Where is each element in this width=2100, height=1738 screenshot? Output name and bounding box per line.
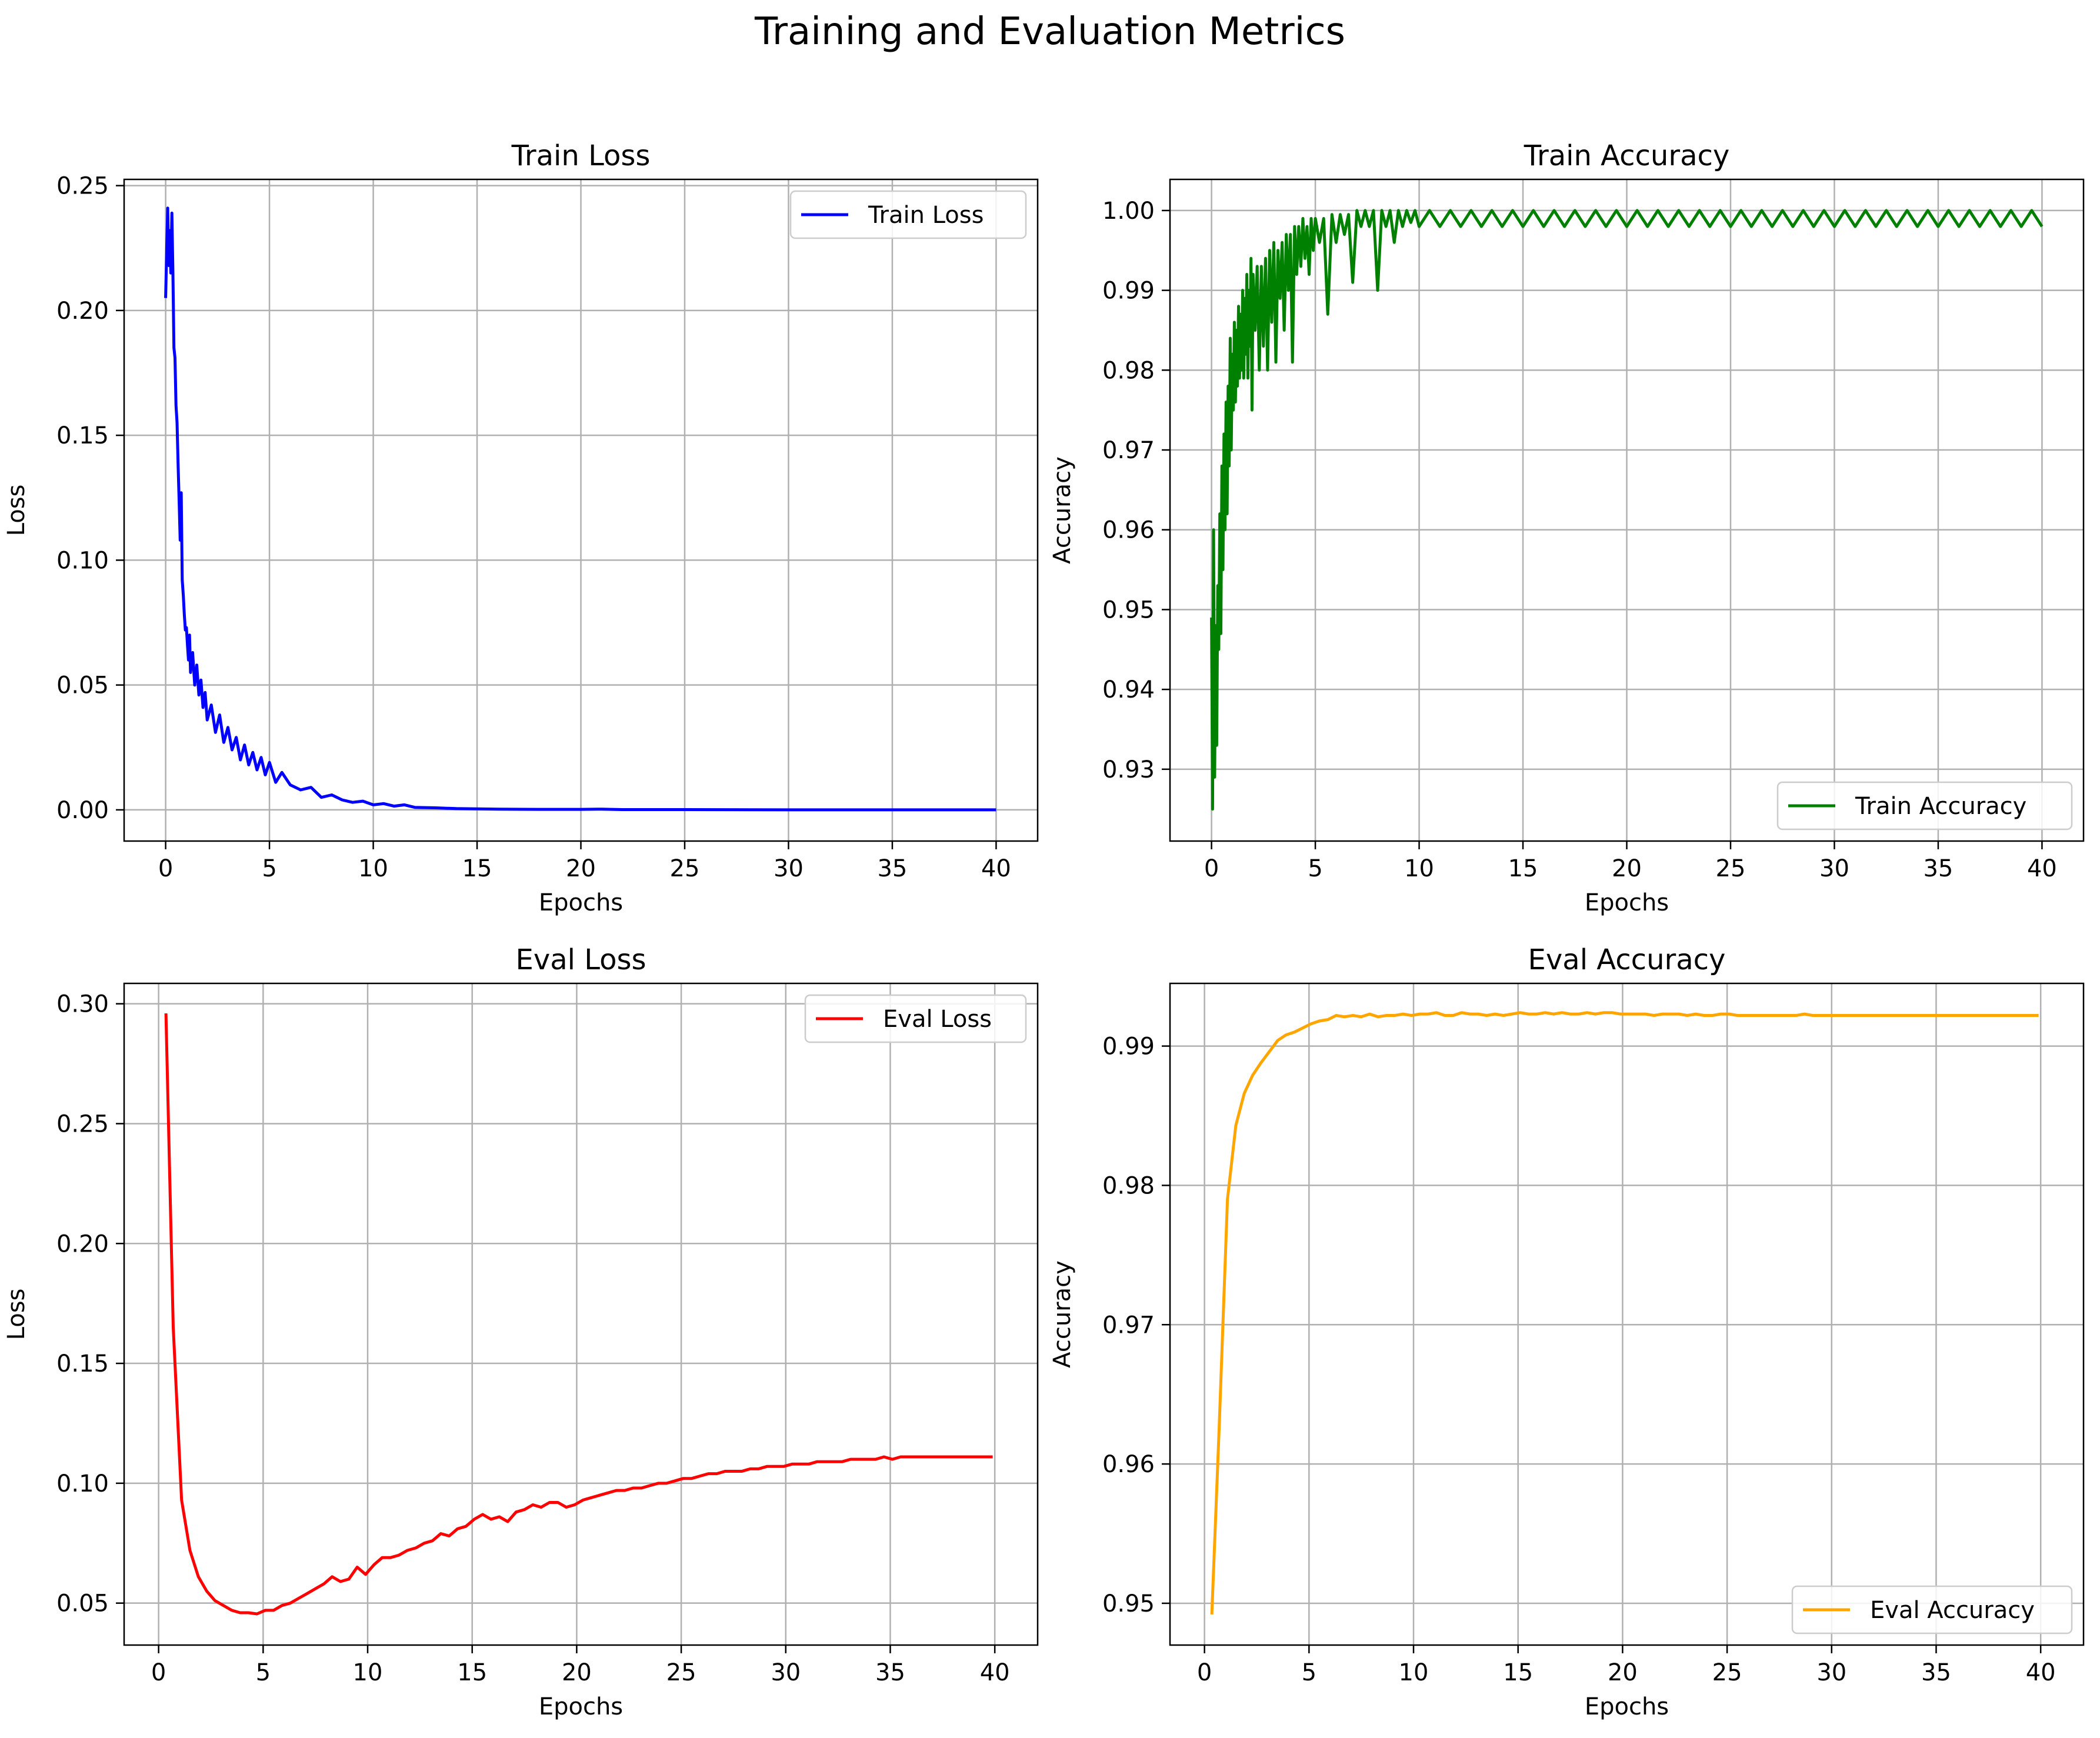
eval-accuracy-panel: 0 5 10 15 20 25 30 35 40 0.95 0.96 0.97 0.98 0.99 Eval… xyxy=(1049,943,2085,1720)
chart-title: Train Accuracy xyxy=(1524,139,1730,172)
axes-frame xyxy=(1169,982,2085,1646)
x-tick-label: 10 xyxy=(358,855,388,882)
y-tick-label: 0.99 xyxy=(1102,278,1155,305)
y-tick-label: 0.30 xyxy=(56,991,109,1018)
x-tick-label: 40 xyxy=(981,855,1011,882)
legend: Train Accuracy xyxy=(1776,781,2073,830)
x-axis-label: Epochs xyxy=(1585,889,1669,916)
x-tick-label: 30 xyxy=(1819,855,1849,882)
x-tick-label: 30 xyxy=(1816,1659,1846,1686)
y-tick-label: 0.93 xyxy=(1102,756,1155,783)
x-tick-label: 10 xyxy=(353,1659,383,1686)
eval-loss-panel: 0 5 10 15 20 25 30 35 40 0.05 0.10 0.15 0.20 0.25 0.30… xyxy=(3,943,1039,1720)
x-tick-label: 40 xyxy=(2026,1659,2056,1686)
y-tick-label: 0.96 xyxy=(1102,1451,1155,1478)
x-tick-label: 25 xyxy=(1716,855,1746,882)
x-tick-label: 15 xyxy=(457,1659,487,1686)
x-tick-label: 0 xyxy=(151,1659,166,1686)
x-tick-label: 5 xyxy=(1308,855,1322,882)
y-tick-label: 0.25 xyxy=(56,1110,109,1137)
y-tick-label: 0.96 xyxy=(1102,517,1155,544)
x-axis-label: Epochs xyxy=(1585,1693,1669,1720)
x-tick-label: 25 xyxy=(670,855,700,882)
y-tick-label: 0.95 xyxy=(1102,596,1155,623)
legend-box xyxy=(804,994,1027,1043)
legend-box xyxy=(1776,781,2073,830)
x-tick-label: 10 xyxy=(1399,1659,1429,1686)
y-tick-label: 0.99 xyxy=(1102,1033,1155,1060)
y-tick-label: 0.05 xyxy=(56,672,109,699)
y-tick-label: 0.98 xyxy=(1102,357,1155,384)
x-tick-label: 5 xyxy=(262,855,276,882)
x-axis-label: Epochs xyxy=(539,889,623,916)
legend: Eval Loss xyxy=(804,994,1027,1043)
x-tick-label: 0 xyxy=(1197,1659,1212,1686)
y-tick-label: 0.15 xyxy=(56,1350,109,1377)
y-tick-label: 0.97 xyxy=(1102,1312,1155,1339)
train-loss-panel: 0 5 10 15 20 25 30 35 40 0.00 0.05 0.10 0.15 0.20 0.25… xyxy=(3,139,1039,916)
y-tick-label: 0.20 xyxy=(56,298,109,325)
y-tick-label: 0.15 xyxy=(56,422,109,449)
y-tick-label: 0.10 xyxy=(56,1470,109,1497)
legend-label: Train Loss xyxy=(868,202,984,229)
x-tick-label: 15 xyxy=(1503,1659,1533,1686)
y-tick-label: 0.10 xyxy=(56,547,109,574)
y-tick-label: 0.05 xyxy=(56,1590,109,1617)
legend-label: Train Accuracy xyxy=(1855,793,2026,820)
x-tick-label: 15 xyxy=(1508,855,1538,882)
train-accuracy-panel: 0 5 10 15 20 25 30 35 40 0.93 0.94 0.95 0.96 0.97 0.98… xyxy=(1049,139,2085,916)
x-tick-label: 0 xyxy=(1204,855,1219,882)
x-tick-label: 15 xyxy=(462,855,492,882)
series-line-1 xyxy=(1210,209,2044,811)
y-axis-label: Accuracy xyxy=(1049,456,1076,564)
series-line-1 xyxy=(164,206,996,812)
y-tick-label: 0.25 xyxy=(56,173,109,200)
x-tick-label: 5 xyxy=(256,1659,271,1686)
y-tick-label: 0.98 xyxy=(1102,1172,1155,1199)
x-tick-label: 35 xyxy=(877,855,907,882)
chart-title: Eval Accuracy xyxy=(1528,943,1726,976)
legend-label: Eval Accuracy xyxy=(1870,1597,2035,1624)
y-tick-label: 0.97 xyxy=(1102,437,1155,464)
x-tick-label: 20 xyxy=(1608,1659,1638,1686)
x-tick-label: 40 xyxy=(2027,855,2057,882)
x-tick-label: 10 xyxy=(1404,855,1434,882)
x-tick-label: 35 xyxy=(875,1659,905,1686)
x-tick-label: 35 xyxy=(1923,855,1953,882)
x-tick-label: 35 xyxy=(1921,1659,1951,1686)
x-tick-label: 30 xyxy=(774,855,804,882)
y-tick-label: 1.00 xyxy=(1102,198,1155,225)
y-tick-label: 0.20 xyxy=(56,1230,109,1257)
y-axis-label: Accuracy xyxy=(1049,1260,1076,1368)
chart-title: Eval Loss xyxy=(515,943,646,976)
y-tick-label: 0.00 xyxy=(56,797,109,824)
x-axis-label: Epochs xyxy=(539,1693,623,1720)
x-tick-label: 30 xyxy=(771,1659,801,1686)
legend: Eval Accuracy xyxy=(1791,1585,2073,1634)
x-tick-label: 20 xyxy=(562,1659,592,1686)
y-axis-label: Loss xyxy=(3,485,30,536)
axes-frame xyxy=(123,982,1039,1646)
x-tick-label: 5 xyxy=(1302,1659,1316,1686)
series-line-1 xyxy=(164,1013,993,1616)
legend: Train Loss xyxy=(789,190,1027,239)
x-tick-label: 40 xyxy=(980,1659,1010,1686)
chart-title: Train Loss xyxy=(511,139,651,172)
series-line-1 xyxy=(1210,1011,2039,1614)
legend-box xyxy=(1791,1585,2073,1634)
x-tick-label: 0 xyxy=(158,855,173,882)
y-tick-label: 0.95 xyxy=(1102,1590,1155,1617)
y-axis-label: Loss xyxy=(3,1289,30,1340)
legend-label: Eval Loss xyxy=(883,1006,992,1033)
legend-box xyxy=(789,190,1027,239)
y-tick-label: 0.94 xyxy=(1102,676,1155,703)
figure-suptitle: Training and Evaluation Metrics xyxy=(754,10,1345,54)
x-tick-label: 25 xyxy=(666,1659,696,1686)
x-tick-label: 20 xyxy=(1612,855,1642,882)
x-tick-label: 20 xyxy=(566,855,596,882)
x-tick-label: 25 xyxy=(1712,1659,1742,1686)
